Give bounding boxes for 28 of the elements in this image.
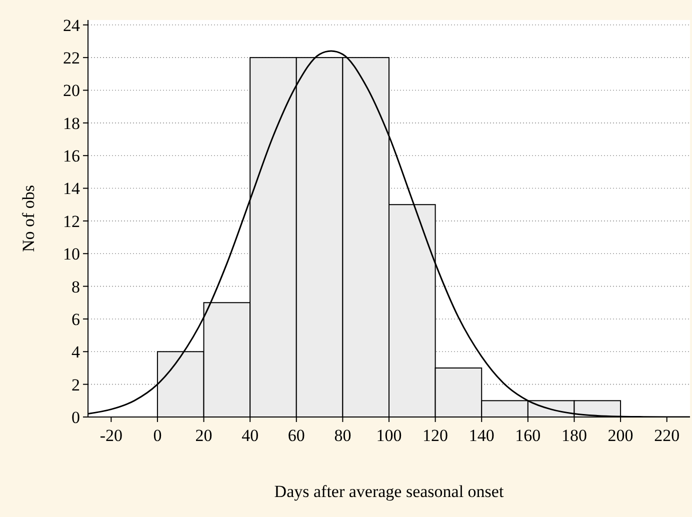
y-tick-label: 2	[72, 375, 80, 394]
y-tick-label: 12	[63, 212, 80, 231]
y-tick-label: 16	[63, 146, 80, 166]
x-tick-label: 0	[153, 426, 162, 445]
x-tick-label: -20	[100, 426, 122, 445]
x-tick-label: 20	[195, 426, 212, 445]
y-tick-label: 0	[72, 408, 80, 427]
y-tick-label: 6	[72, 310, 80, 329]
x-axis-title: Days after average seasonal onset	[274, 482, 504, 501]
x-tick-label: 100	[376, 426, 402, 445]
x-tick-label: 180	[561, 426, 587, 445]
x-tick-label: 220	[654, 426, 680, 445]
y-tick-label: 4	[72, 342, 80, 362]
x-tick-label: 160	[515, 426, 541, 445]
y-tick-label: 22	[63, 48, 80, 68]
y-axis-title: No of obs	[19, 184, 38, 252]
y-tick-label: 8	[72, 277, 80, 296]
y-tick-label: 18	[63, 114, 80, 133]
y-tick-label: 20	[63, 81, 80, 100]
x-tick-label: 40	[242, 426, 259, 445]
x-tick-label: 60	[288, 426, 305, 445]
x-tick-label: 140	[468, 426, 494, 445]
y-tick-label: 14	[63, 179, 80, 198]
x-tick-label: 120	[422, 426, 448, 445]
y-tick-label: 24	[63, 16, 80, 35]
x-tick-label: 200	[608, 426, 634, 445]
x-tick-label: 80	[334, 426, 352, 445]
y-tick-label: 10	[63, 244, 80, 264]
